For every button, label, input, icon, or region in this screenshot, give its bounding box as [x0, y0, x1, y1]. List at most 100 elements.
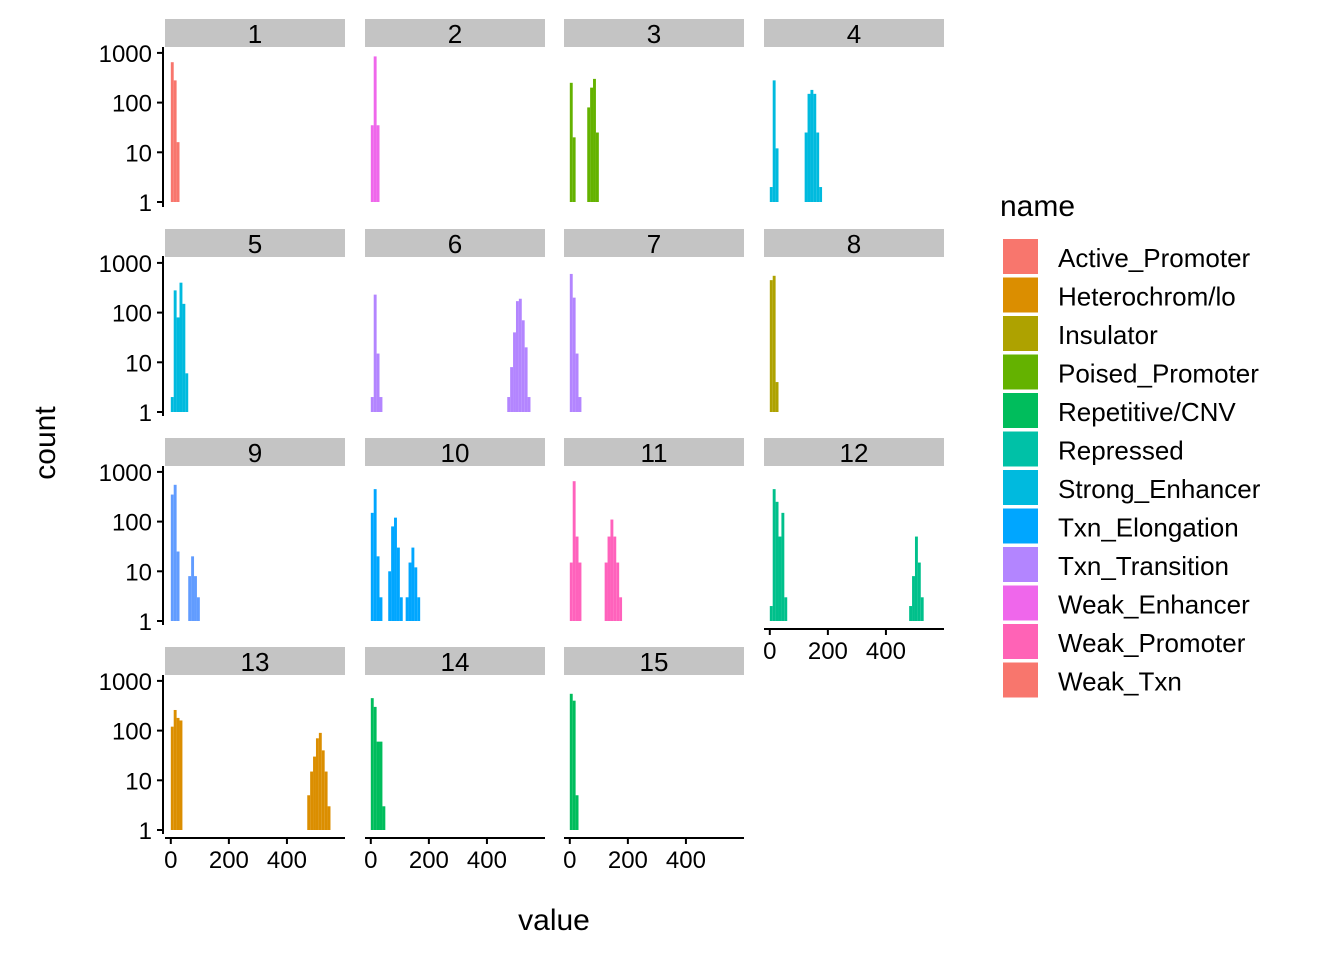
legend-label: Strong_Enhancer [1058, 474, 1261, 504]
histogram-bar [510, 367, 514, 412]
histogram-bar [170, 62, 174, 203]
facet-panel: 5 1 10 100 1000 [99, 229, 345, 427]
facet-strip-label: 11 [641, 438, 668, 468]
legend-label: Heterochrom/lo [1058, 282, 1236, 312]
x-tick-label: 400 [267, 847, 307, 874]
histogram-bar [170, 726, 174, 830]
facet-panel: 12 0 200 400 [763, 438, 944, 665]
histogram-bar [313, 756, 316, 830]
x-tick-label: 400 [666, 847, 706, 874]
histogram-bar [414, 567, 418, 621]
y-tick-label: 1 [139, 190, 152, 217]
legend-title: name [1000, 190, 1075, 223]
legend-swatch [1003, 624, 1038, 659]
histogram-bar [810, 89, 814, 202]
histogram-bar [569, 562, 573, 621]
histogram-bar [575, 536, 579, 621]
histogram-bar [513, 332, 516, 412]
histogram-bar [781, 512, 785, 621]
histogram-bar [590, 87, 594, 202]
x-axis-title: value [518, 904, 590, 937]
facet-panel: 10 [365, 438, 545, 621]
histogram-bar [170, 494, 174, 621]
histogram-bar [391, 526, 395, 621]
facet-panel: 9 1 10 100 1000 [99, 438, 345, 636]
legend-label: Weak_Txn [1058, 667, 1182, 697]
x-tick-label: 0 [364, 847, 377, 874]
legend-item: Weak_Promoter [1003, 624, 1246, 659]
x-tick-label: 0 [164, 847, 177, 874]
histogram-bar [769, 280, 773, 412]
histogram-bar [399, 597, 403, 621]
histogram-bar [575, 795, 579, 830]
facet-strip-label: 6 [448, 229, 462, 259]
legend-label: Txn_Transition [1058, 551, 1229, 581]
y-tick-label: 1 [139, 818, 152, 845]
y-tick-label: 10 [125, 768, 152, 795]
facet-strip-label: 15 [640, 647, 669, 677]
legend-swatch [1003, 662, 1038, 698]
histogram-bar [524, 347, 528, 412]
facet-strip-label: 8 [847, 229, 861, 259]
histogram-bar [917, 562, 921, 621]
facet-panel: 2 [365, 19, 545, 202]
legend-label: Weak_Enhancer [1058, 590, 1250, 620]
y-tick-label: 100 [112, 719, 152, 746]
histogram-bar [775, 382, 779, 412]
histogram-bar [578, 397, 582, 412]
facet-strip-label: 5 [248, 229, 262, 259]
legend-label: Repressed [1058, 436, 1184, 466]
histogram-bar [170, 397, 174, 412]
legend-swatch [1003, 277, 1038, 313]
histogram-bar [173, 290, 177, 412]
histogram-bar [321, 750, 325, 830]
facet-strip [764, 19, 944, 47]
y-tick-label: 1000 [99, 669, 152, 696]
facet-panel: 15 0 200 400 [563, 647, 744, 874]
histogram-bar [373, 706, 377, 830]
x-tick-label: 400 [866, 638, 906, 665]
y-tick-label: 1 [139, 609, 152, 636]
histogram-bar [595, 132, 599, 202]
histogram-bar [572, 137, 576, 202]
histogram-bar [382, 806, 386, 830]
histogram-bar [370, 698, 374, 830]
legend-item: Txn_Transition [1003, 547, 1229, 582]
facet-strip [365, 438, 545, 466]
histogram-bar [379, 741, 383, 830]
legend-item: Weak_Txn [1003, 662, 1182, 698]
x-tick-label: 0 [763, 638, 776, 665]
y-tick-label: 1 [139, 400, 152, 427]
y-tick-label: 100 [112, 301, 152, 328]
histogram-bar [376, 125, 380, 202]
histogram-bar [379, 597, 383, 621]
histogram-bar [318, 732, 322, 830]
facet-panel: 13 1 10 100 1000 0 200 400 [99, 647, 345, 874]
x-tick-label: 400 [467, 847, 507, 874]
histogram-bar [613, 536, 617, 621]
legend-item: Poised_Promoter [1003, 354, 1259, 390]
histogram-bar [784, 597, 788, 621]
histogram-bar [324, 771, 328, 830]
histogram-bar [572, 700, 576, 830]
x-tick-label: 200 [608, 847, 648, 874]
facet-panel: 8 [764, 229, 944, 412]
histogram-bar [807, 93, 811, 202]
x-tick-label: 0 [563, 847, 576, 874]
x-tick-label: 200 [209, 847, 249, 874]
facet-strip [564, 229, 744, 257]
legend-item: Repetitive/CNV [1003, 393, 1236, 428]
legend-swatch [1003, 354, 1038, 390]
histogram-bar [572, 481, 576, 621]
y-tick-label: 10 [125, 140, 152, 167]
histogram-bar [307, 795, 311, 830]
facet-strip [564, 647, 744, 675]
facet-strip-label: 2 [448, 19, 462, 49]
histogram-bar [518, 298, 522, 412]
facet-strip [365, 647, 545, 675]
histogram-bar [616, 562, 620, 621]
histogram-bar [376, 556, 380, 621]
histogram-bar [607, 536, 611, 621]
histogram-bar [376, 353, 380, 412]
